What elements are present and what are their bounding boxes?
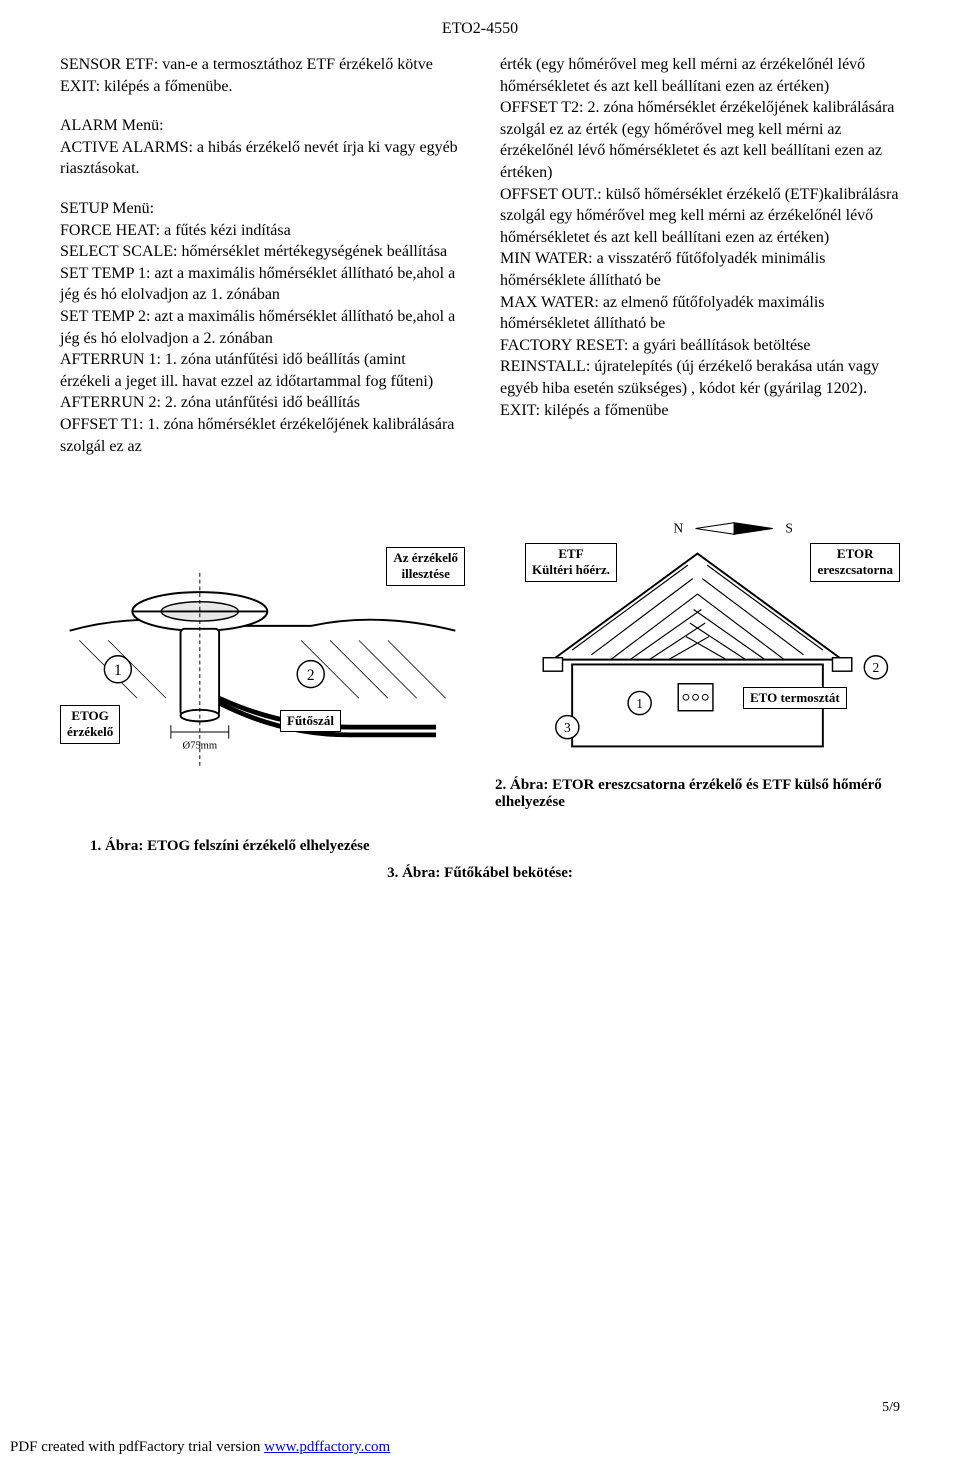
- label-heatcable: Fűtőszál: [280, 710, 341, 732]
- figure-3-caption: 3. Ábra: Fűtőkábel bekötése:: [60, 865, 900, 882]
- left-block-1: SENSOR ETF: van-e a termosztáthoz ETF ér…: [60, 54, 460, 97]
- figures-row: Ø75mm 1 2 Az érzékelő illesztése ETOG ér…: [60, 515, 900, 855]
- svg-text:2: 2: [307, 667, 315, 684]
- label-etf: ETF Kültéri hőérz.: [525, 543, 617, 582]
- pdf-factory-footer: PDF created with pdfFactory trial versio…: [10, 1439, 390, 1456]
- svg-text:N: N: [673, 520, 683, 535]
- svg-text:1: 1: [636, 696, 643, 711]
- label-eto: ETO termosztát: [743, 687, 847, 709]
- right-block-1: érték (egy hőmérővel meg kell mérni az é…: [500, 54, 900, 421]
- pdf-footer-text: PDF created with pdfFactory trial versio…: [10, 1439, 264, 1455]
- svg-text:1: 1: [114, 662, 122, 679]
- page-number: 5/9: [882, 1400, 900, 1416]
- pdf-factory-link[interactable]: www.pdffactory.com: [264, 1439, 390, 1455]
- label-etor: ETOR ereszcsatorna: [810, 543, 900, 582]
- figure-2-caption: 2. Ábra: ETOR ereszcsatorna érzékelő és …: [495, 777, 900, 811]
- figure-1-caption: 1. Ábra: ETOG felszíni érzékelő elhelyez…: [90, 838, 370, 855]
- right-column: érték (egy hőmérővel meg kell mérni az é…: [500, 54, 900, 475]
- page-header: ETO2-4550: [60, 20, 900, 38]
- label-etog: ETOG érzékelő: [60, 705, 120, 744]
- figure-2: N S: [495, 515, 900, 855]
- figure-1: Ø75mm 1 2 Az érzékelő illesztése ETOG ér…: [60, 515, 465, 855]
- left-block-3: SETUP Menü: FORCE HEAT: a fűtés kézi ind…: [60, 198, 460, 457]
- left-column: SENSOR ETF: van-e a termosztáthoz ETF ér…: [60, 54, 460, 475]
- svg-text:2: 2: [873, 660, 880, 675]
- svg-text:S: S: [785, 520, 793, 535]
- two-column-text: SENSOR ETF: van-e a termosztáthoz ETF ér…: [60, 54, 900, 475]
- label-sensor-fit: Az érzékelő illesztése: [386, 547, 465, 586]
- left-block-2: ALARM Menü: ACTIVE ALARMS: a hibás érzék…: [60, 115, 460, 180]
- svg-text:3: 3: [564, 720, 571, 735]
